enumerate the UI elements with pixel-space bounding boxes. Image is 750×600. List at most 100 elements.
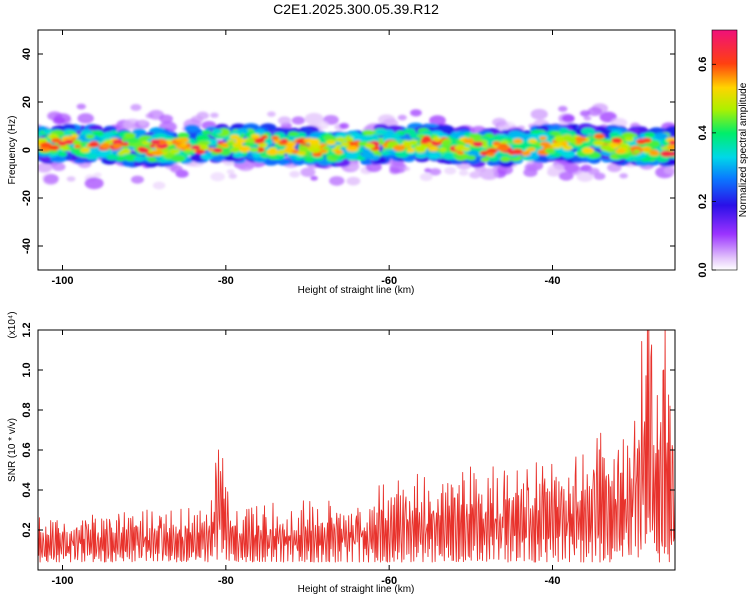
spectrogram-halo-blob [226,169,235,175]
spectrogram-band-blob [480,157,490,163]
spectrogram-band-blob [229,134,240,140]
spectrogram-band-blob [432,136,442,142]
spectrogram-band-blob [184,149,192,154]
spectrogram-band-blob [486,152,495,157]
spectrogram-band-blob [280,138,289,143]
spectrogram-band-blob [307,146,316,151]
spectrogram-band-blob [656,155,669,163]
spectrogram-band-blob [149,144,157,148]
spectrogram-halo-blob [310,175,318,181]
spectrogram-band-blob [184,124,200,133]
spectrogram-band-blob [103,131,115,138]
spectrogram-band-blob [138,147,150,154]
spectrogram-band-blob [519,134,530,140]
spectrogram-band-blob [169,148,181,155]
spectrogram-band-blob [441,140,452,147]
colorbar-tick-label: 0.2 [697,194,709,209]
spectrogram-band-blob [71,134,79,139]
spectrogram-band-blob [212,128,222,135]
spectrogram-band-blob [246,138,255,143]
spectrogram-halo-blob [619,173,628,179]
spectrogram-band-blob [582,147,595,154]
colorbar-tick-label: 0.0 [697,262,709,277]
spectrogram-halo-blob [389,162,407,174]
spectrogram-band-blob [330,153,341,159]
spectrogram-band-blob [512,138,523,144]
snr-y-tick-label: 0.4 [21,481,33,497]
spectrogram-band-blob [381,143,389,148]
spectrogram-halo-blob [38,162,53,173]
spectrogram-y-tick-label: -40 [21,238,33,254]
spectrogram-halo-blob [159,114,174,124]
snr-x-tick-label: -80 [218,575,234,587]
spectrogram-band-blob [666,144,675,151]
spectrogram-band-blob [296,151,306,157]
spectrogram-halo-blob [84,177,104,190]
spectrogram-band-blob [201,130,211,135]
spectrogram-band-blob [439,147,447,152]
colorbar-tick-label: 0.4 [697,124,709,140]
snr-x-tick-label: -100 [51,575,73,587]
spectrogram-band-blob [472,141,484,147]
spectrogram-band-blob [121,142,129,147]
spectrogram-band-blob [609,132,620,138]
spectrogram-heatmap [38,103,675,190]
spectrogram-band-blob [375,128,388,135]
spectrogram-y-tick-label: 40 [21,48,33,60]
spectrogram-halo-blob [397,114,407,121]
spectrogram-band-blob [481,144,489,149]
spectrogram-halo-blob [410,109,422,117]
spectrogram-band-blob [64,139,74,145]
spectrogram-band-blob [51,137,62,144]
spectrogram-band-blob [624,136,635,143]
spectrogram-band-blob [632,149,641,154]
spectrogram-halo-blob [429,168,442,176]
spectrogram-band-blob [258,142,268,148]
spectrogram-band-blob [528,138,538,144]
spectrogram-halo-blob [347,162,360,171]
spectrogram-halo-blob [66,176,76,182]
spectrogram-band-blob [124,132,136,139]
spectrogram-halo-blob [52,116,66,125]
spectrogram-band-blob [550,142,563,149]
spectrogram-band-blob [422,135,431,140]
spectrogram-band-blob [251,133,261,139]
spectrogram-halo-blob [196,111,209,120]
spectrogram-band-blob [307,138,320,145]
spectrogram-band-blob [466,155,477,161]
spectrogram-x-axis-label: Height of straight line (km) [298,285,415,296]
snr-y-axis-label: SNR (10 * v/v) [7,418,18,482]
spectrogram-halo-blob [429,115,446,126]
spectrogram-halo-blob [43,175,59,185]
spectrogram-halo-blob [77,113,94,124]
spectrogram-band-blob [345,153,358,160]
spectrogram-band-blob [499,152,510,158]
spectrogram-band-blob [141,140,150,146]
spectrogram-halo-blob [479,168,499,181]
spectrogram-band-blob [334,149,344,155]
spectrogram-halo-blob [564,163,580,173]
spectrogram-y-tick-label: -20 [21,190,33,206]
spectrogram-halo-blob [561,114,575,123]
spectrogram-band-blob [62,123,76,131]
snr-x-axis-label: Height of straight line (km) [298,584,415,595]
spectrogram-band-blob [326,139,337,146]
spectrogram-band-blob [488,156,499,162]
spectrogram-halo-blob [346,176,361,186]
spectrogram-band-blob [527,147,536,152]
spectrogram-band-blob [229,147,240,153]
spectrogram-halo-blob [587,106,603,117]
spectrogram-band-blob [364,143,375,149]
spectrogram-band-blob [112,139,123,145]
spectrogram-halo-blob [576,171,594,182]
spectrogram-halo-blob [130,103,142,111]
spectrogram-halo-blob [524,163,538,172]
spectrogram-band-blob [508,150,517,156]
spectrogram-halo-blob [664,166,675,175]
spectrogram-band-blob [73,144,82,149]
snr-y-tick-label: 0.8 [21,402,33,417]
spectrogram-y-axis-label: Frequency (Hz) [7,116,18,185]
spectrogram-band-blob [346,145,359,152]
spectrogram-band-blob [319,149,327,154]
